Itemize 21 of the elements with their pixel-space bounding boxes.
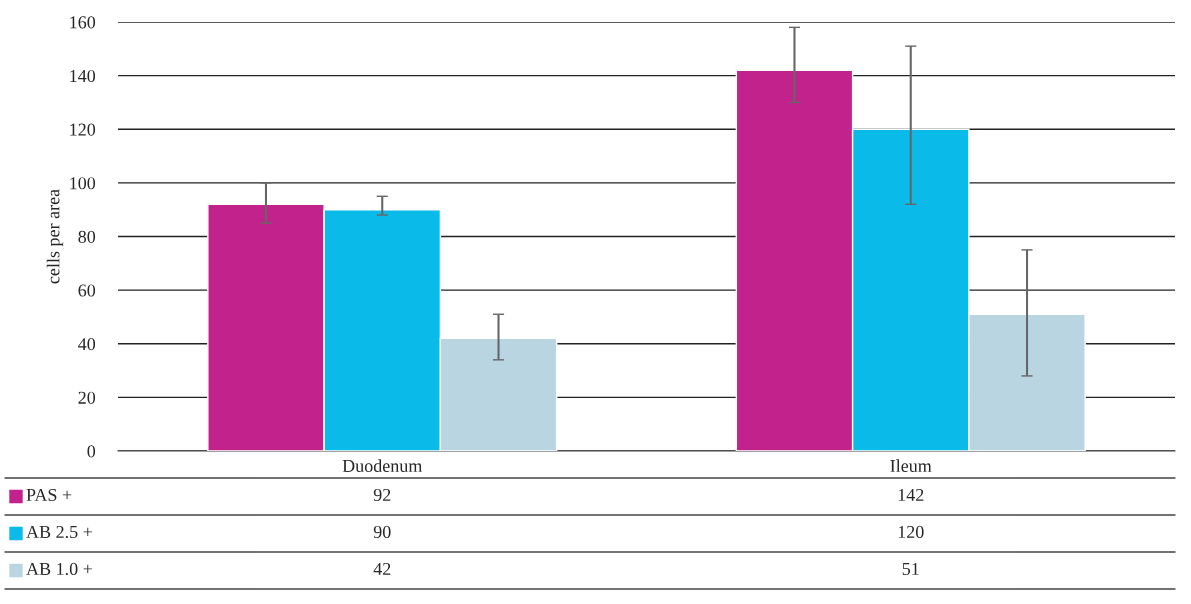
x-tick-label: Ileum: [890, 459, 932, 473]
data-label: 92: [373, 488, 391, 502]
data-label: 51: [902, 562, 919, 576]
y-tick-label: 120: [70, 123, 96, 136]
legend-label: AB 1.0 +: [26, 562, 92, 576]
y-tick-label: 40: [78, 338, 96, 351]
y-tick-label: 80: [78, 230, 96, 243]
y-tick-label: 0: [87, 445, 96, 458]
legend-label: AB 2.5 +: [26, 525, 92, 539]
y-axis-title: cells per area: [46, 189, 64, 284]
data-label: 142: [898, 488, 924, 501]
x-tick-label: Duodenum: [342, 459, 423, 473]
y-tick-label: 20: [78, 391, 96, 404]
data-label: 42: [373, 562, 391, 575]
y-tick-label: 140: [70, 69, 96, 83]
data-label: 90: [373, 525, 391, 539]
legend-label: PAS +: [26, 488, 72, 502]
y-tick-label: 100: [70, 177, 96, 190]
y-tick-label: 60: [78, 284, 96, 297]
data-label: 120: [898, 525, 924, 539]
y-tick-label: 160: [70, 16, 96, 29]
